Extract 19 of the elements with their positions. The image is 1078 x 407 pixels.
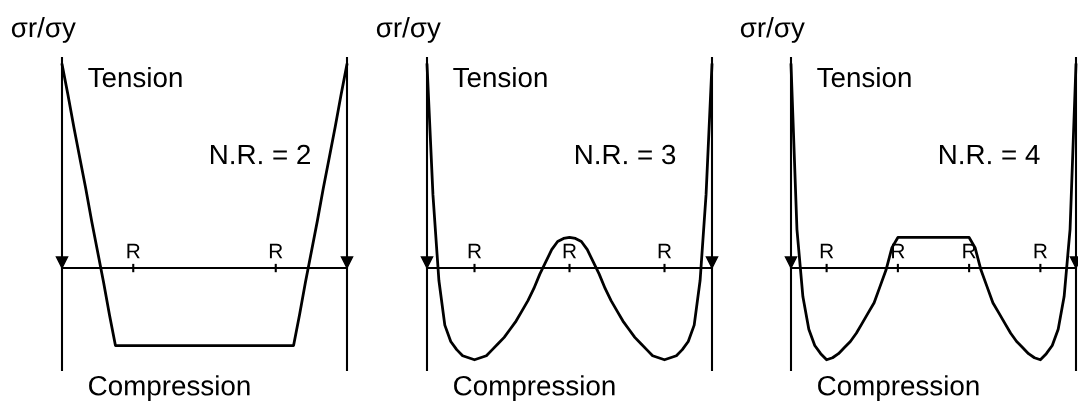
annotation: N.R. = 4 [939, 144, 1040, 165]
text: Compression [818, 375, 979, 402]
annotation: Tension [453, 66, 547, 88]
y-axis-title: σr/σy [11, 16, 76, 43]
x-tick-label: R [658, 243, 672, 259]
x-tick-label: R [127, 243, 140, 259]
x-tick-label: R [820, 243, 834, 259]
annotation: N.R. = 2 [210, 144, 310, 165]
annotation: Tension [817, 66, 911, 88]
x-tick-label: R [563, 243, 577, 259]
x-tick-label: R [269, 243, 283, 259]
x-tick-label: R [468, 243, 482, 259]
y-axis-title: σr/σy [740, 16, 805, 43]
y-axis-title: σr/σy [376, 16, 441, 43]
annotation: Tension [88, 66, 182, 88]
text: Compression [89, 375, 250, 402]
x-tick-label: R [1034, 243, 1047, 259]
annotation: N.R. = 3 [575, 144, 676, 165]
text: Compression [454, 375, 615, 402]
